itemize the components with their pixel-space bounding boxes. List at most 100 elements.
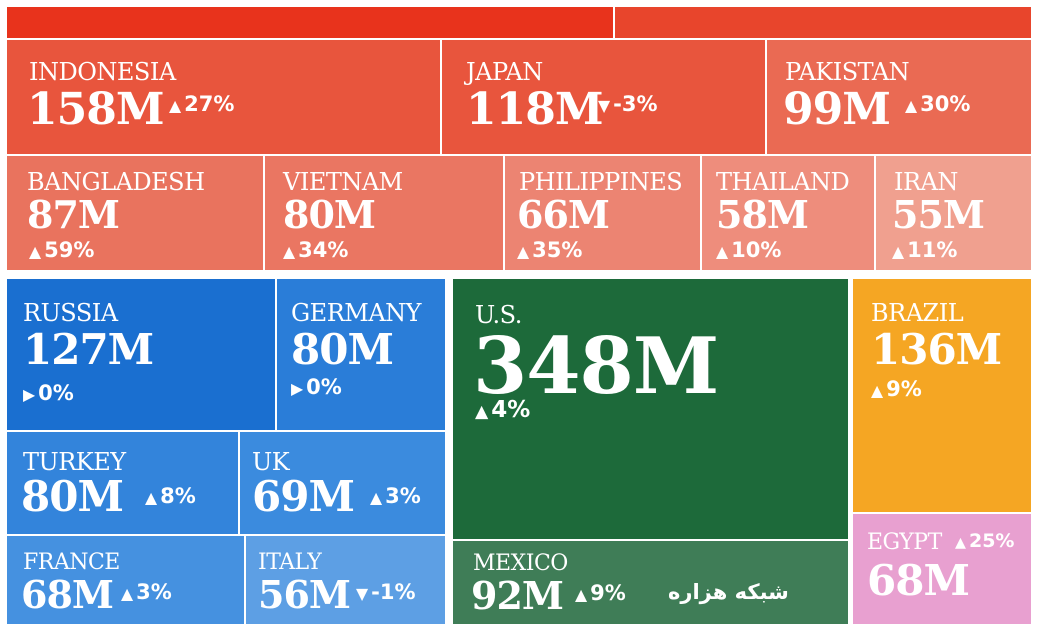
change-direction-icon: ▼ <box>356 584 369 603</box>
change-direction-icon: ▶ <box>23 385 36 404</box>
tile-value-label: 69M <box>252 472 355 521</box>
change-percent: 0% <box>38 381 74 405</box>
change-percent: 0% <box>306 375 342 399</box>
tile-change-label: ▲ 30% <box>905 92 970 116</box>
tile-name-label: BRAZIL <box>871 299 964 327</box>
watermark: شبکه هزاره <box>668 580 789 604</box>
tile-change-label: ▲ 3% <box>370 484 421 508</box>
tile-name-label: VIETNAM <box>283 168 403 196</box>
treemap-tile: JAPAN 118M ▼ -3% <box>442 40 765 154</box>
tile-value-label: 136M <box>871 325 1002 374</box>
change-direction-icon: ▲ <box>575 585 588 604</box>
tile-value-label: 66M <box>517 192 610 237</box>
tile-change-label: ▲ 25% <box>955 530 1014 552</box>
tile-value-label: 158M <box>27 84 165 135</box>
tile-change-label: ▲ 59% <box>29 238 94 262</box>
tile-change-label: ▲ 27% <box>169 92 234 116</box>
tile-change-label: ▲ 3% <box>121 580 172 604</box>
tile-change-label: ▲ 10% <box>716 238 781 262</box>
tile-value-label: 118M <box>466 84 604 135</box>
treemap-tile: BRAZIL 136M ▲ 9% <box>853 279 1031 512</box>
treemap-tile: U.S. 348M ▲ 4% <box>453 279 848 539</box>
tile-value-label: 56M <box>258 572 351 617</box>
tile-name-label: BANGLADESH <box>27 168 205 196</box>
change-percent: 27% <box>184 92 235 116</box>
change-percent: 11% <box>907 238 958 262</box>
tile-value-label: 68M <box>867 556 970 605</box>
treemap-tile: INDONESIA 158M ▲ 27% <box>7 40 440 154</box>
tile-change-label: ▲ 9% <box>871 377 922 401</box>
tile-change-label: ▲ 34% <box>283 238 348 262</box>
tile-name-label: U.S. <box>475 301 522 329</box>
change-percent: 59% <box>44 238 95 262</box>
tile-value-label: 99M <box>783 84 891 135</box>
tile-value-label: 55M <box>892 192 985 237</box>
tile-name-label: INDONESIA <box>29 58 176 86</box>
treemap-tile: VIETNAM 80M ▲ 34% <box>265 156 503 270</box>
change-direction-icon: ▲ <box>517 242 530 261</box>
tile-name-label: JAPAN <box>466 58 543 86</box>
change-direction-icon: ▲ <box>145 488 158 507</box>
change-direction-icon: ▲ <box>955 535 966 551</box>
change-percent: 9% <box>590 581 626 605</box>
change-direction-icon: ▼ <box>598 96 611 115</box>
tile-value-label: 58M <box>716 192 809 237</box>
top-strip-tile <box>7 7 613 38</box>
tile-name-label: PAKISTAN <box>785 58 910 86</box>
change-percent: -3% <box>613 92 658 116</box>
treemap-tile: THAILAND 58M ▲ 10% <box>702 156 874 270</box>
change-direction-icon: ▲ <box>892 242 905 261</box>
change-direction-icon: ▲ <box>716 242 729 261</box>
change-percent: 34% <box>298 238 349 262</box>
tile-value-label: 80M <box>291 325 394 374</box>
tile-change-label: ▶ 0% <box>23 381 74 405</box>
treemap-tile: RUSSIA 127M ▶ 0% <box>7 279 275 430</box>
change-percent: 10% <box>731 238 782 262</box>
tile-value-label: 348M <box>473 321 719 412</box>
tile-value-label: 92M <box>471 573 564 618</box>
change-percent: 35% <box>532 238 583 262</box>
tile-value-label: 80M <box>283 192 376 237</box>
change-percent: 3% <box>385 484 421 508</box>
treemap-tile: UK 69M ▲ 3% <box>240 432 445 534</box>
change-direction-icon: ▲ <box>370 488 383 507</box>
change-direction-icon: ▲ <box>29 242 42 261</box>
change-percent: 30% <box>920 92 971 116</box>
change-percent: -1% <box>371 580 416 604</box>
tile-change-label: ▼ -1% <box>356 580 416 604</box>
treemap-tile: IRAN 55M ▲ 11% <box>876 156 1031 270</box>
change-percent: 3% <box>136 580 172 604</box>
tile-name-label: RUSSIA <box>23 299 118 327</box>
tile-value-label: 80M <box>21 472 124 521</box>
treemap-tile: MEXICO 92M ▲ 9% <box>453 541 848 624</box>
treemap-tile: GERMANY 80M ▶ 0% <box>277 279 445 430</box>
treemap-tile: FRANCE 68M ▲ 3% <box>7 536 244 624</box>
tile-change-label: ▲ 4% <box>475 397 530 423</box>
tile-value-label: 87M <box>27 192 120 237</box>
tile-name-label: GERMANY <box>291 299 422 327</box>
treemap-tile: TURKEY 80M ▲ 8% <box>7 432 238 534</box>
tile-change-label: ▲ 11% <box>892 238 957 262</box>
treemap-tile: EGYPT 68M ▲ 25% <box>853 514 1031 624</box>
tile-name-label: UK <box>252 448 290 476</box>
change-direction-icon: ▲ <box>283 242 296 261</box>
treemap-tile: BANGLADESH 87M ▲ 59% <box>7 156 263 270</box>
tile-change-label: ▼ -3% <box>598 92 658 116</box>
tile-name-label: TURKEY <box>23 448 126 476</box>
tile-value-label: 68M <box>21 572 114 617</box>
change-percent: 9% <box>886 377 922 401</box>
treemap-tile: PHILIPPINES 66M ▲ 35% <box>505 156 700 270</box>
tile-name-label: THAILAND <box>716 168 850 196</box>
change-percent: 25% <box>968 530 1015 552</box>
change-direction-icon: ▲ <box>871 381 884 400</box>
change-direction-icon: ▲ <box>475 402 489 422</box>
change-direction-icon: ▲ <box>169 96 182 115</box>
tile-change-label: ▲ 8% <box>145 484 196 508</box>
tile-name-label: FRANCE <box>23 550 120 575</box>
tile-name-label: ITALY <box>258 550 322 575</box>
tile-value-label: 127M <box>23 325 154 374</box>
tile-name-label: EGYPT <box>867 530 942 555</box>
tile-change-label: ▲ 9% <box>575 581 626 605</box>
tile-change-label: ▶ 0% <box>291 375 342 399</box>
tile-name-label: MEXICO <box>473 551 568 576</box>
